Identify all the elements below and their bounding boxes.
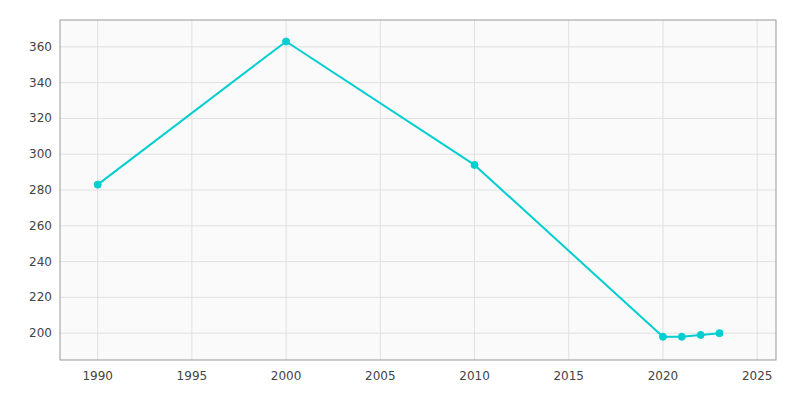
chart-container: 1990 1995 2000 2005 2010 2015 2020 2025 200 220 24… bbox=[0, 0, 800, 400]
y-grid-line bbox=[60, 46, 776, 47]
point bbox=[94, 181, 101, 188]
plot-frame bbox=[60, 20, 776, 360]
y-grid-line bbox=[60, 118, 776, 119]
grid bbox=[60, 20, 776, 360]
x-tick-label: 2000 bbox=[271, 369, 302, 383]
plot-background bbox=[60, 20, 776, 360]
x-tick-label: 1990 bbox=[82, 369, 113, 383]
y-grid-line bbox=[60, 261, 776, 262]
point bbox=[659, 333, 666, 340]
x-tick-label: 2025 bbox=[742, 369, 773, 383]
x-tick-label: 2015 bbox=[553, 369, 584, 383]
x-tick-label: 2020 bbox=[648, 369, 679, 383]
y-tick-label: 200 bbox=[29, 326, 52, 340]
x-tick-label: 1995 bbox=[177, 369, 208, 383]
point bbox=[471, 161, 478, 168]
y-tick-label: 300 bbox=[29, 147, 52, 161]
y-tick-label: 360 bbox=[29, 40, 52, 54]
y-tick-label: 280 bbox=[29, 183, 52, 197]
series bbox=[94, 38, 723, 340]
y-tick-label: 220 bbox=[29, 290, 52, 304]
point bbox=[716, 330, 723, 337]
y-grid-line bbox=[60, 190, 776, 191]
x-tick-label: 2010 bbox=[459, 369, 490, 383]
tick-labels: 1990 1995 2000 2005 2010 2015 2020 2025 200 220 24… bbox=[29, 40, 772, 383]
y-grid-line bbox=[60, 154, 776, 155]
point bbox=[283, 38, 290, 45]
line bbox=[98, 41, 720, 336]
y-grid-line bbox=[60, 82, 776, 83]
y-tick-label: 240 bbox=[29, 255, 52, 269]
y-grid-line bbox=[60, 333, 776, 334]
y-tick-label: 260 bbox=[29, 219, 52, 233]
y-grid-line bbox=[60, 225, 776, 226]
y-tick-label: 340 bbox=[29, 76, 52, 90]
point bbox=[697, 331, 704, 338]
chart-svg: 1990 1995 2000 2005 2010 2015 2020 2025 200 220 24… bbox=[0, 0, 800, 400]
point bbox=[678, 333, 685, 340]
y-tick-label: 320 bbox=[29, 111, 52, 125]
y-grid-line bbox=[60, 297, 776, 298]
x-tick-label: 2005 bbox=[365, 369, 396, 383]
